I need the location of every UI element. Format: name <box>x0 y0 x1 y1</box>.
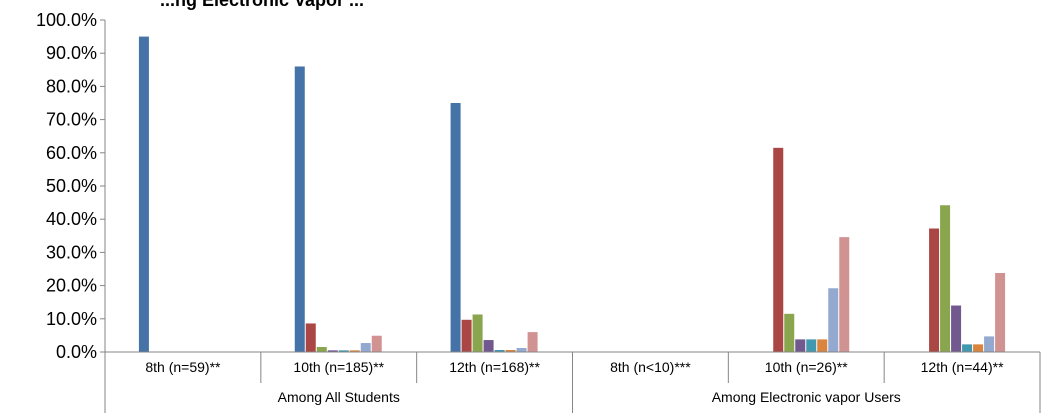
y-tick-label: 50.0% <box>46 176 97 196</box>
bar <box>839 237 850 352</box>
bar <box>327 350 338 352</box>
bar <box>973 344 984 352</box>
y-tick-label: 100.0% <box>36 10 97 30</box>
y-tick-label: 0.0% <box>56 342 97 362</box>
bar <box>305 323 316 352</box>
bar <box>461 319 472 352</box>
bar <box>349 350 360 352</box>
group-label: Among All Students <box>278 389 400 405</box>
y-tick-label: 40.0% <box>46 209 97 229</box>
group-label: Among Electronic vapor Users <box>712 389 901 405</box>
bar <box>995 272 1006 352</box>
y-tick-label: 80.0% <box>46 76 97 96</box>
bar <box>494 350 505 352</box>
bar <box>360 343 371 352</box>
y-tick-label: 10.0% <box>46 309 97 329</box>
bar <box>817 339 828 352</box>
bar <box>371 335 382 352</box>
bar <box>505 350 516 352</box>
x-axis: 8th (n=59)** 10th (n=185)** 12th (n=168)**… <box>104 351 1041 413</box>
bar <box>806 339 817 352</box>
bar <box>962 344 973 352</box>
y-tick-label: 60.0% <box>46 143 97 163</box>
bar <box>338 350 349 352</box>
bar <box>450 103 461 352</box>
category-label: 12th (n=168)** <box>449 359 540 375</box>
category-label: 8th (n=59)** <box>145 359 221 375</box>
bar <box>828 288 839 352</box>
chart-title: ...ng Electronic Vapor ... <box>160 0 365 10</box>
bar <box>951 305 962 352</box>
y-tick-label: 70.0% <box>46 110 97 130</box>
bar <box>472 314 483 352</box>
category-label: 10th (n=185)** <box>293 359 384 375</box>
category-label: 8th (n<10)*** <box>610 359 691 375</box>
bar <box>316 347 327 352</box>
y-tick-label: 20.0% <box>46 276 97 296</box>
category-label: 12th (n=44)** <box>921 359 1004 375</box>
bar <box>795 339 806 352</box>
bar <box>773 147 784 352</box>
bar <box>984 336 995 352</box>
bar <box>784 313 795 352</box>
bar <box>294 66 305 352</box>
y-tick-label: 30.0% <box>46 242 97 262</box>
y-tick-label: 90.0% <box>46 43 97 63</box>
category-label: 10th (n=26)** <box>765 359 848 375</box>
bar <box>138 36 149 352</box>
bar <box>516 348 527 352</box>
bar <box>929 228 940 352</box>
bar <box>483 340 494 352</box>
y-axis: 0.0% 10.0% 20.0% 30.0% 40.0% 50.0% 60.0% 70.0% 8… <box>36 10 106 362</box>
bar <box>527 332 538 352</box>
bar <box>940 205 951 352</box>
bars <box>138 36 1006 352</box>
